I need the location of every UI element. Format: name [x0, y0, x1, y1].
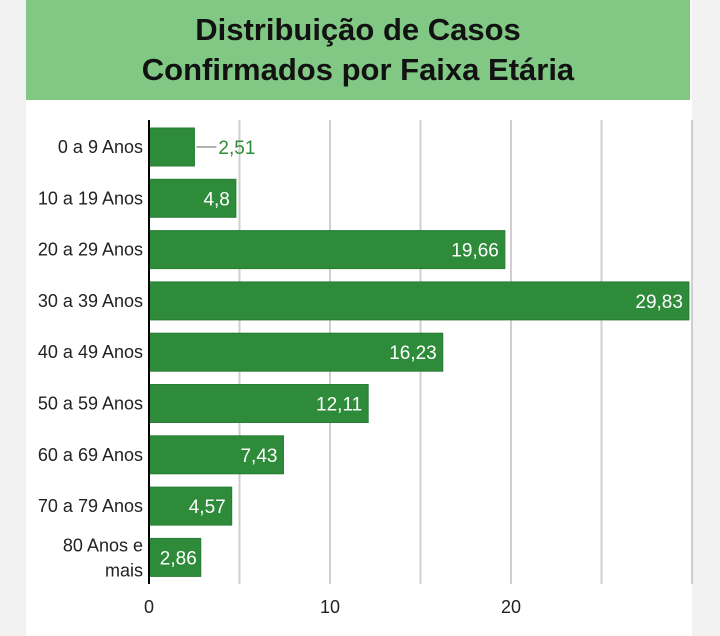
- title-band: Distribuição de Casos Confirmados por Fa…: [26, 0, 690, 100]
- x-tick-label: 20: [501, 597, 521, 617]
- category-label: 10 a 19 Anos: [38, 188, 143, 208]
- category-label: 80 Anos e: [63, 535, 143, 555]
- bar: [148, 384, 369, 423]
- category-label: 20 a 29 Anos: [38, 240, 143, 260]
- category-label: mais: [105, 560, 143, 580]
- data-label: 2,51: [218, 138, 255, 159]
- data-label: 16,23: [389, 343, 437, 364]
- x-tick-label: 10: [320, 597, 340, 617]
- chart-title-line-1: Distribuição de Casos: [195, 12, 521, 47]
- bar: [148, 332, 444, 372]
- bar: [148, 537, 202, 577]
- data-label: 4,57: [189, 497, 226, 518]
- data-label: 19,66: [451, 241, 499, 262]
- data-label: 7,43: [240, 446, 277, 467]
- category-label: 30 a 39 Anos: [38, 291, 143, 311]
- bar: [148, 486, 233, 526]
- bar: [148, 435, 284, 475]
- data-label: 2,86: [160, 548, 197, 569]
- chart-title-line-2: Confirmados por Faixa Etária: [141, 52, 575, 87]
- category-label: 50 a 59 Anos: [38, 394, 143, 414]
- data-label: 12,11: [316, 395, 362, 416]
- data-label: 4,8: [203, 189, 229, 210]
- category-label: 0 a 9 Anos: [58, 137, 143, 157]
- bar: [148, 281, 690, 321]
- category-label: 40 a 49 Anos: [38, 342, 143, 362]
- category-label: 60 a 69 Anos: [38, 445, 143, 465]
- data-label: 29,83: [635, 292, 683, 313]
- category-label: 70 a 79 Anos: [38, 496, 143, 516]
- bar: [148, 127, 195, 167]
- bar: [148, 178, 237, 218]
- x-tick-label: 0: [144, 597, 154, 617]
- bar: [148, 230, 506, 270]
